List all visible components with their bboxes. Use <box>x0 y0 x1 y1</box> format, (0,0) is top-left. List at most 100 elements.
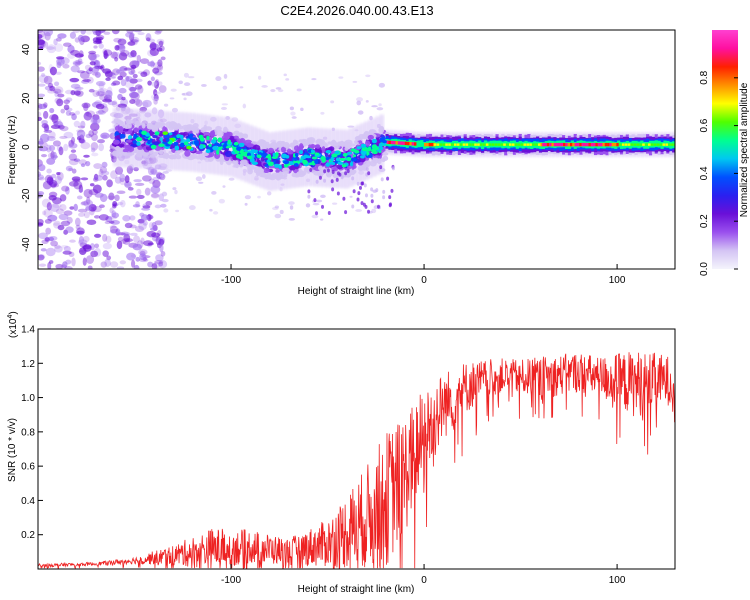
heatmap-noise-cell <box>109 261 119 268</box>
heatmap-ridge-cell <box>277 142 282 148</box>
heatmap-noise-cell <box>88 188 99 196</box>
heatmap-noise-cell <box>120 199 126 208</box>
heatmap-noise-cell <box>38 93 46 98</box>
heatmap-core-cell <box>491 143 495 146</box>
heatmap-noise-cell <box>47 214 58 222</box>
heatmap-ridge-cell <box>275 160 280 164</box>
heatmap-noise-cell <box>58 146 64 156</box>
heatmap-noise-cell <box>53 88 62 94</box>
spectrogram-y-axis-label: Frequency (Hz) <box>7 116 18 185</box>
heatmap-noise-cell <box>103 49 113 56</box>
heatmap-streak-cell <box>344 171 348 176</box>
heatmap-ridge-cell <box>164 154 169 160</box>
heatmap-highlight-cell <box>205 149 211 154</box>
heatmap-highlight-cell <box>302 159 308 165</box>
heatmap-noise-cell <box>43 102 48 108</box>
heatmap-noise-cell <box>54 245 63 253</box>
spectrogram-y-tick-label: 40 <box>21 44 32 56</box>
heatmap-noise-cell <box>68 158 79 166</box>
heatmap-ridge-cell <box>239 159 248 166</box>
heatmap-ridge-cell <box>333 167 338 172</box>
heatmap-ridge-cell <box>344 146 349 151</box>
heatmap-speckle-cell <box>183 82 191 87</box>
heatmap-streak-cell <box>367 209 371 214</box>
heatmap-noise-cell <box>77 208 88 213</box>
heatmap-highlight-cell <box>222 144 227 149</box>
heatmap-noise-cell <box>47 152 54 159</box>
heatmap-noise-cell <box>106 195 116 200</box>
heatmap-highlight-cell <box>372 146 379 151</box>
snr-y-tick-label: 0.6 <box>21 462 35 473</box>
snr-scale-exponent: 4 <box>7 315 14 319</box>
heatmap-noise-cell <box>48 191 58 198</box>
heatmap-noise-cell <box>50 181 57 189</box>
heatmap-noise-cell <box>83 211 90 219</box>
heatmap-highlight-cell <box>150 144 157 150</box>
heatmap-speckle-cell <box>315 199 323 203</box>
heatmap-highlight-cell <box>242 151 247 156</box>
heatmap-noise-cell <box>38 102 43 111</box>
heatmap-speckle-cell <box>290 111 296 116</box>
snr-y-tick-label: 0.2 <box>21 530 35 541</box>
heatmap-noise-cell <box>135 256 140 262</box>
heatmap-noise-cell <box>49 85 56 92</box>
heatmap-noise-cell <box>56 171 61 176</box>
heatmap-noise-cell <box>73 120 81 128</box>
heatmap-noise-cell <box>77 34 84 42</box>
heatmap-noise-cell <box>66 216 73 224</box>
heatmap-noise-cell <box>127 186 134 191</box>
heatmap-noise-cell <box>154 78 160 87</box>
heatmap-highlight-cell <box>246 155 253 160</box>
heatmap-noise-cell <box>55 71 62 75</box>
heatmap-noise-cell <box>65 186 70 195</box>
heatmap-noise-cell <box>119 44 126 54</box>
heatmap-noise-cell <box>85 161 91 167</box>
heatmap-noise-cell <box>62 250 72 255</box>
heatmap-highlight-cell <box>174 145 180 151</box>
heatmap-noise-cell <box>94 243 100 249</box>
heatmap-noise-cell <box>67 52 76 59</box>
heatmap-noise-cell <box>43 75 53 85</box>
heatmap-noise-cell <box>62 63 70 69</box>
heatmap-noise-cell <box>130 232 138 236</box>
heatmap-noise-cell <box>88 67 93 72</box>
heatmap-noise-cell <box>126 165 134 174</box>
heatmap-streak-cell <box>367 171 371 176</box>
colorbar-tick-label: 0.0 <box>699 262 710 276</box>
heatmap-noise-cell <box>136 194 145 199</box>
colorbar-gradient <box>712 30 738 269</box>
heatmap-noise-cell <box>115 228 121 236</box>
heatmap-speckle-cell <box>195 176 203 182</box>
heatmap-noise-cell <box>65 259 72 265</box>
heatmap-streak-cell <box>358 185 362 190</box>
heatmap-noise-cell <box>50 203 60 212</box>
heatmap-noise-cell <box>118 52 128 61</box>
heatmap-core-cell <box>590 142 594 147</box>
heatmap-streak-cell <box>351 204 355 209</box>
heatmap-noise-cell <box>91 66 100 74</box>
heatmap-ridge-cell <box>162 126 167 133</box>
heatmap-noise-cell <box>138 257 149 263</box>
heatmap-highlight-cell <box>275 152 279 158</box>
heatmap-noise-cell <box>85 206 92 211</box>
heatmap-core-cell <box>621 143 625 146</box>
heatmap-noise-cell <box>50 240 58 247</box>
heatmap-highlight-cell <box>183 141 189 146</box>
heatmap-noise-cell <box>106 255 112 261</box>
heatmap-core-cell <box>560 142 564 147</box>
heatmap-noise-cell <box>90 141 99 151</box>
heatmap-noise-cell <box>109 225 118 234</box>
heatmap-noise-cell <box>65 89 74 95</box>
heatmap-highlight-cell <box>162 131 169 136</box>
heatmap-noise-cell <box>147 261 154 268</box>
heatmap-noise-cell <box>63 131 74 139</box>
heatmap-noise-cell <box>154 66 162 71</box>
heatmap-noise-cell <box>157 40 165 46</box>
heatmap-noise-cell <box>38 146 49 152</box>
heatmap-core-cell <box>465 143 469 146</box>
heatmap-speckle-cell <box>312 202 320 206</box>
heatmap-noise-cell <box>154 30 162 35</box>
heatmap-highlight-cell <box>282 160 290 165</box>
heatmap-speckle-cell <box>162 171 169 174</box>
